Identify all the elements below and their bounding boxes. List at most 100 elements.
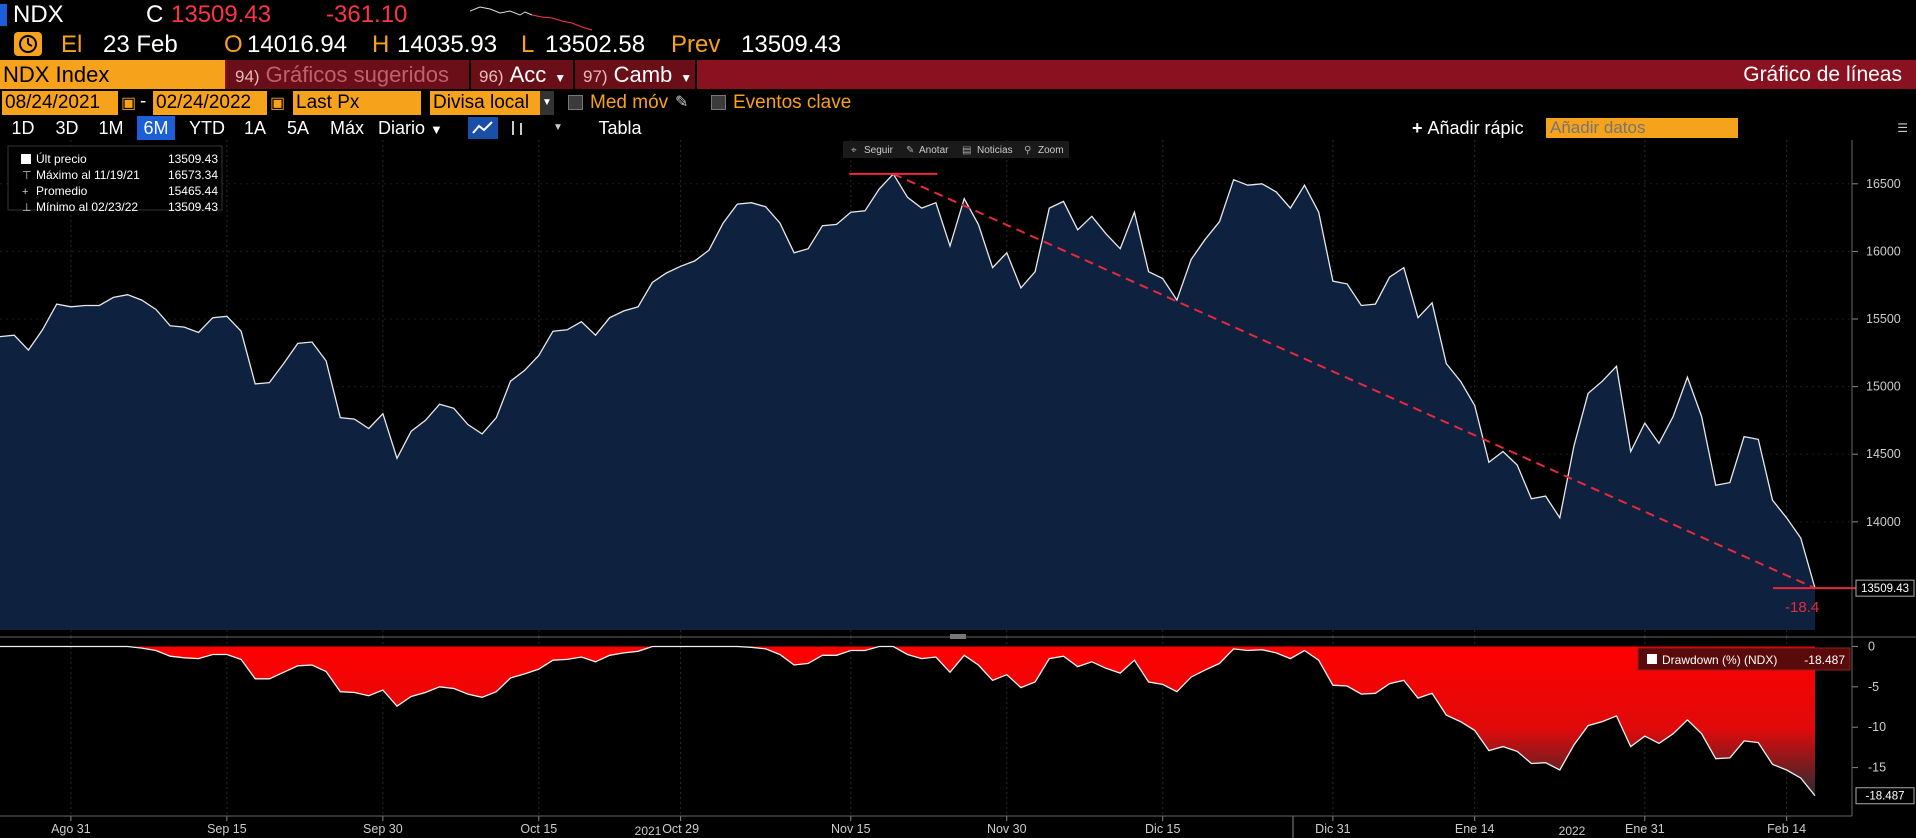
- drawdown-area: [0, 646, 1815, 796]
- legend-max-value: 16573.34: [168, 168, 218, 182]
- frequency-selector[interactable]: Diario ▼: [378, 116, 458, 142]
- drawdown-legend-label: Drawdown (%) (NDX): [1662, 653, 1777, 667]
- y-tick-label: 16500: [1866, 177, 1901, 191]
- field-selector[interactable]: Last Px: [293, 91, 421, 115]
- frequency-label: Diario: [378, 118, 426, 138]
- period-1a[interactable]: 1A: [243, 118, 267, 138]
- legend-last-label: Últ precio: [36, 151, 87, 166]
- year-label-2022: 2022: [1559, 824, 1586, 838]
- news-icon: ▤: [962, 145, 971, 156]
- menu-number: 96): [479, 67, 504, 86]
- menu-number: 97): [583, 67, 608, 86]
- price-chart[interactable]: 84 -18.4 1400014500150001550016000165000…: [0, 140, 1916, 838]
- zoom-icon: ⚲: [1024, 145, 1031, 156]
- add-data-input[interactable]: [1546, 118, 1738, 138]
- tool-annotate[interactable]: Anotar: [919, 145, 949, 156]
- date-separator: -: [140, 91, 147, 112]
- end-date-field[interactable]: 02/24/2022: [153, 91, 267, 115]
- period-6m[interactable]: 6M: [137, 116, 175, 140]
- calendar-icon[interactable]: ▣: [121, 95, 137, 112]
- tool-news[interactable]: Noticias: [977, 145, 1013, 156]
- clock-icon[interactable]: [14, 32, 42, 56]
- pencil-icon: ✎: [906, 145, 914, 156]
- chevron-down-icon[interactable]: ▼: [553, 122, 563, 133]
- price-legend[interactable]: Últ precio 13509.43 ⊤ Máximo al 11/19/21…: [7, 145, 223, 214]
- suggested-charts-menu[interactable]: 94) Gráficos sugeridos: [227, 60, 471, 89]
- period-bar: 1D 3D 1M 6M YTD 1A 5A Máx Diario ▼ ▼ Tab…: [0, 116, 1916, 140]
- x-tick-label: Sep 30: [363, 822, 403, 836]
- period-1m[interactable]: 1M: [98, 118, 124, 138]
- x-tick-label: Ene 31: [1625, 822, 1665, 836]
- tool-follow[interactable]: Seguir: [864, 145, 894, 156]
- x-tick-label: Ene 14: [1455, 822, 1495, 836]
- low-value: 13502.58: [545, 31, 646, 58]
- x-tick-label: Nov 30: [987, 822, 1027, 836]
- period-max[interactable]: Máx: [329, 118, 364, 138]
- drawdown-axis-label: -18.487: [1865, 791, 1904, 803]
- moving-avg-label[interactable]: Med móv: [590, 92, 669, 113]
- drawdown-swatch: [1647, 654, 1657, 664]
- y-tick-label: 16000: [1866, 244, 1901, 258]
- dd-tick-label: 0: [1868, 639, 1875, 653]
- net-change: -361.10: [326, 1, 408, 28]
- prev-label: Prev: [671, 31, 721, 58]
- y-tick-label: 15000: [1866, 380, 1901, 394]
- range-controls: 08/24/2021 ▣ - 02/24/2022 ▣ Last Px Divi…: [0, 89, 1916, 116]
- plus-icon: +: [1412, 118, 1423, 138]
- menu-icon[interactable]: ☰: [1897, 121, 1908, 135]
- actions-menu[interactable]: 96) Acc ▼: [471, 60, 575, 89]
- legend-avg-label: Promedio: [36, 184, 88, 198]
- line-chart-icon[interactable]: [468, 117, 498, 139]
- period-5a[interactable]: 5A: [286, 118, 310, 138]
- x-tick-label: Ago 31: [51, 822, 91, 836]
- open-label: O: [224, 31, 243, 58]
- drawdown-line: [0, 645, 1816, 797]
- close-label: C: [146, 1, 164, 28]
- currency-selector[interactable]: Divisa local: [430, 91, 540, 115]
- min-marker-icon: ⊥: [22, 202, 32, 214]
- max-marker-icon: ⊤: [22, 170, 32, 182]
- dd-tick-label: -10: [1868, 720, 1886, 734]
- chevron-down-icon: ▼: [554, 71, 567, 85]
- function-toolbar: NDX Index 94) Gráficos sugeridos 96) Acc ▼ …: [0, 60, 1916, 89]
- calendar-icon[interactable]: ▣: [270, 95, 286, 112]
- security-field[interactable]: NDX Index: [0, 60, 225, 89]
- chart-type-title: Gráfico de líneas: [1743, 63, 1902, 86]
- quote-date: 23 Feb: [103, 31, 178, 58]
- chevron-down-icon: ▼: [680, 71, 693, 85]
- tool-zoom[interactable]: Zoom: [1038, 145, 1064, 156]
- quote-header: NDX C 13509.43 -361.10: [0, 0, 1916, 31]
- period-ytd[interactable]: YTD: [189, 118, 225, 138]
- x-tick-label: Oct 29: [662, 822, 699, 836]
- open-value: 14016.94: [247, 31, 348, 58]
- x-tick-label: Dic 15: [1145, 822, 1180, 836]
- x-tick-label: Oct 15: [520, 822, 557, 836]
- pencil-icon[interactable]: ✎: [675, 94, 689, 111]
- period-3d[interactable]: 3D: [55, 118, 79, 138]
- bar-chart-icon[interactable]: [504, 117, 532, 139]
- chevron-down-icon[interactable]: ▼: [540, 91, 554, 115]
- ticker-symbol[interactable]: NDX: [13, 1, 64, 28]
- dd-tick-label: -15: [1868, 761, 1886, 775]
- add-rapid-button[interactable]: + Añadir rápic: [1412, 116, 1548, 140]
- legend-max-label: Máximo al 11/19/21: [36, 168, 140, 182]
- key-events-label[interactable]: Eventos clave: [733, 92, 852, 113]
- menu-label: Gráficos sugeridos: [265, 62, 449, 87]
- year-label-2021: 2021: [635, 824, 662, 838]
- last-price-box: [1855, 579, 1915, 597]
- price-area: [0, 173, 1815, 630]
- legend-min-value: 13509.43: [168, 200, 218, 214]
- x-tick-label: Feb 14: [1767, 822, 1806, 836]
- key-events-checkbox[interactable]: [711, 95, 726, 110]
- moving-avg-checkbox[interactable]: [568, 95, 583, 110]
- change-menu[interactable]: 97) Camb ▼: [575, 60, 697, 89]
- pane-resize-handle[interactable]: [950, 634, 966, 639]
- drawdown-legend[interactable]: Drawdown (%) (NDX) -18.487: [1637, 647, 1851, 671]
- follow-icon: ⌖: [851, 145, 857, 156]
- start-date-field[interactable]: 08/24/2021: [2, 91, 118, 115]
- table-button[interactable]: Tabla: [598, 118, 642, 138]
- period-1d[interactable]: 1D: [11, 118, 35, 138]
- add-rapid-label: Añadir rápic: [1427, 118, 1524, 138]
- trend-line[interactable]: [892, 173, 1816, 590]
- y-tick-label: 14500: [1866, 447, 1901, 461]
